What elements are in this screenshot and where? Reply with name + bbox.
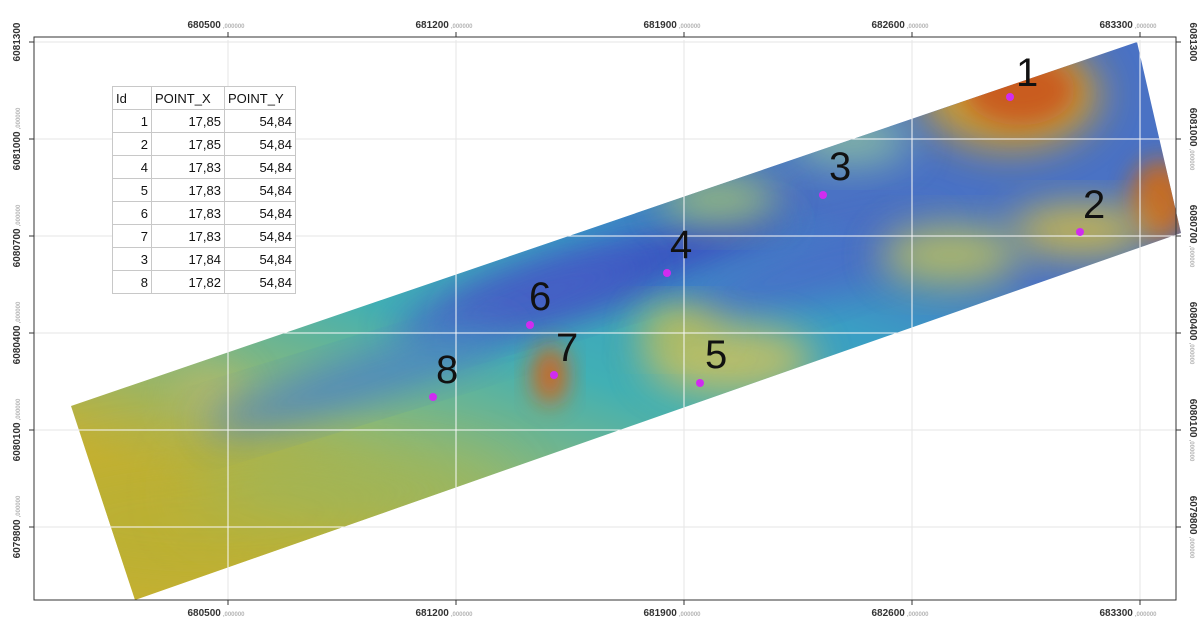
cell-point-y: 54,84: [224, 132, 296, 156]
cell-id: 7: [112, 224, 152, 248]
y-tick-left-6081300: 6081300: [12, 22, 23, 61]
point-label-5: 5: [705, 333, 727, 377]
x-tick-bottom-681900: 681900,000000: [643, 608, 701, 619]
cell-point-y: 54,84: [224, 247, 296, 271]
cell-point-y: 54,84: [224, 178, 296, 202]
table-row[interactable]: 2 17,85 54,84: [112, 132, 296, 156]
y-tick-left-6080400: 6080400,000000: [12, 301, 23, 364]
cell-point-x: 17,83: [151, 155, 225, 179]
cell-id: 4: [112, 155, 152, 179]
table-row[interactable]: 8 17,82 54,84: [112, 270, 296, 294]
cell-point-x: 17,85: [151, 132, 225, 156]
x-tick-bottom-680500: 680500,000000: [187, 608, 245, 619]
column-header-id[interactable]: Id: [112, 86, 152, 110]
column-header-point-x[interactable]: POINT_X: [151, 86, 225, 110]
y-tick-right-6081000: 6081000,000000: [1187, 108, 1198, 171]
table-row[interactable]: 7 17,83 54,84: [112, 224, 296, 248]
cell-point-x: 17,84: [151, 247, 225, 271]
point-label-2: 2: [1083, 183, 1105, 227]
x-tick-top-680500: 680500,000000: [187, 20, 245, 31]
y-tick-right-6080400: 6080400,000000: [1187, 302, 1198, 365]
cell-id: 6: [112, 201, 152, 225]
point-marker-3[interactable]: [819, 191, 827, 199]
point-label-7: 7: [556, 326, 578, 370]
cell-id: 2: [112, 132, 152, 156]
y-tick-left-6080700: 6080700,000000: [12, 204, 23, 267]
point-label-1: 1: [1016, 51, 1038, 95]
cell-id: 3: [112, 247, 152, 271]
point-marker-6[interactable]: [526, 321, 534, 329]
y-tick-left-6079800: 6079800,000000: [12, 495, 23, 558]
point-marker-7[interactable]: [550, 371, 558, 379]
y-tick-right-6080700: 6080700,000000: [1187, 205, 1198, 268]
cell-id: 1: [112, 109, 152, 133]
table-row[interactable]: 1 17,85 54,84: [112, 109, 296, 133]
x-tick-bottom-682600: 682600,000000: [871, 608, 929, 619]
cell-point-x: 17,82: [151, 270, 225, 294]
table-row[interactable]: 5 17,83 54,84: [112, 178, 296, 202]
cell-point-x: 17,83: [151, 224, 225, 248]
y-tick-right-6081300: 6081300: [1187, 23, 1198, 62]
table-row[interactable]: 3 17,84 54,84: [112, 247, 296, 271]
cell-point-y: 54,84: [224, 224, 296, 248]
table-row[interactable]: 6 17,83 54,84: [112, 201, 296, 225]
table-row[interactable]: 4 17,83 54,84: [112, 155, 296, 179]
point-labels: 1 2 3 4 5 6 7 8: [436, 51, 1105, 392]
attribute-table: Id POINT_X POINT_Y 1 17,85 54,84 2 17,85 54,…: [112, 86, 296, 294]
cell-point-y: 54,84: [224, 155, 296, 179]
cell-point-x: 17,83: [151, 178, 225, 202]
sample-points: [429, 93, 1084, 401]
y-tick-right-6080100: 6080100,000000: [1187, 399, 1198, 462]
point-marker-2[interactable]: [1076, 228, 1084, 236]
point-label-3: 3: [829, 145, 851, 189]
point-marker-5[interactable]: [696, 379, 704, 387]
table-header-row: Id POINT_X POINT_Y: [112, 86, 296, 110]
cell-point-y: 54,84: [224, 109, 296, 133]
tick-marks: [29, 32, 1181, 605]
point-label-8: 8: [436, 348, 458, 392]
point-label-4: 4: [670, 223, 692, 267]
y-tick-left-6081000: 6081000,000000: [12, 107, 23, 170]
cell-point-x: 17,83: [151, 201, 225, 225]
x-tick-top-681900: 681900,000000: [643, 20, 701, 31]
x-tick-top-682600: 682600,000000: [871, 20, 929, 31]
cell-id: 5: [112, 178, 152, 202]
column-header-point-y[interactable]: POINT_Y: [224, 86, 296, 110]
x-tick-bottom-683300: 683300,000000: [1099, 608, 1157, 619]
x-tick-top-683300: 683300,000000: [1099, 20, 1157, 31]
x-tick-bottom-681200: 681200,000000: [415, 608, 473, 619]
map-frame: [33, 36, 1177, 601]
cell-point-y: 54,84: [224, 201, 296, 225]
cell-point-y: 54,84: [224, 270, 296, 294]
point-marker-8[interactable]: [429, 393, 437, 401]
point-marker-1[interactable]: [1006, 93, 1014, 101]
y-tick-right-6079800: 6079800,000000: [1187, 496, 1198, 559]
point-label-6: 6: [529, 275, 551, 319]
y-tick-left-6080100: 6080100,000000: [12, 398, 23, 461]
x-tick-top-681200: 681200,000000: [415, 20, 473, 31]
cell-point-x: 17,85: [151, 109, 225, 133]
point-marker-4[interactable]: [663, 269, 671, 277]
cell-id: 8: [112, 270, 152, 294]
